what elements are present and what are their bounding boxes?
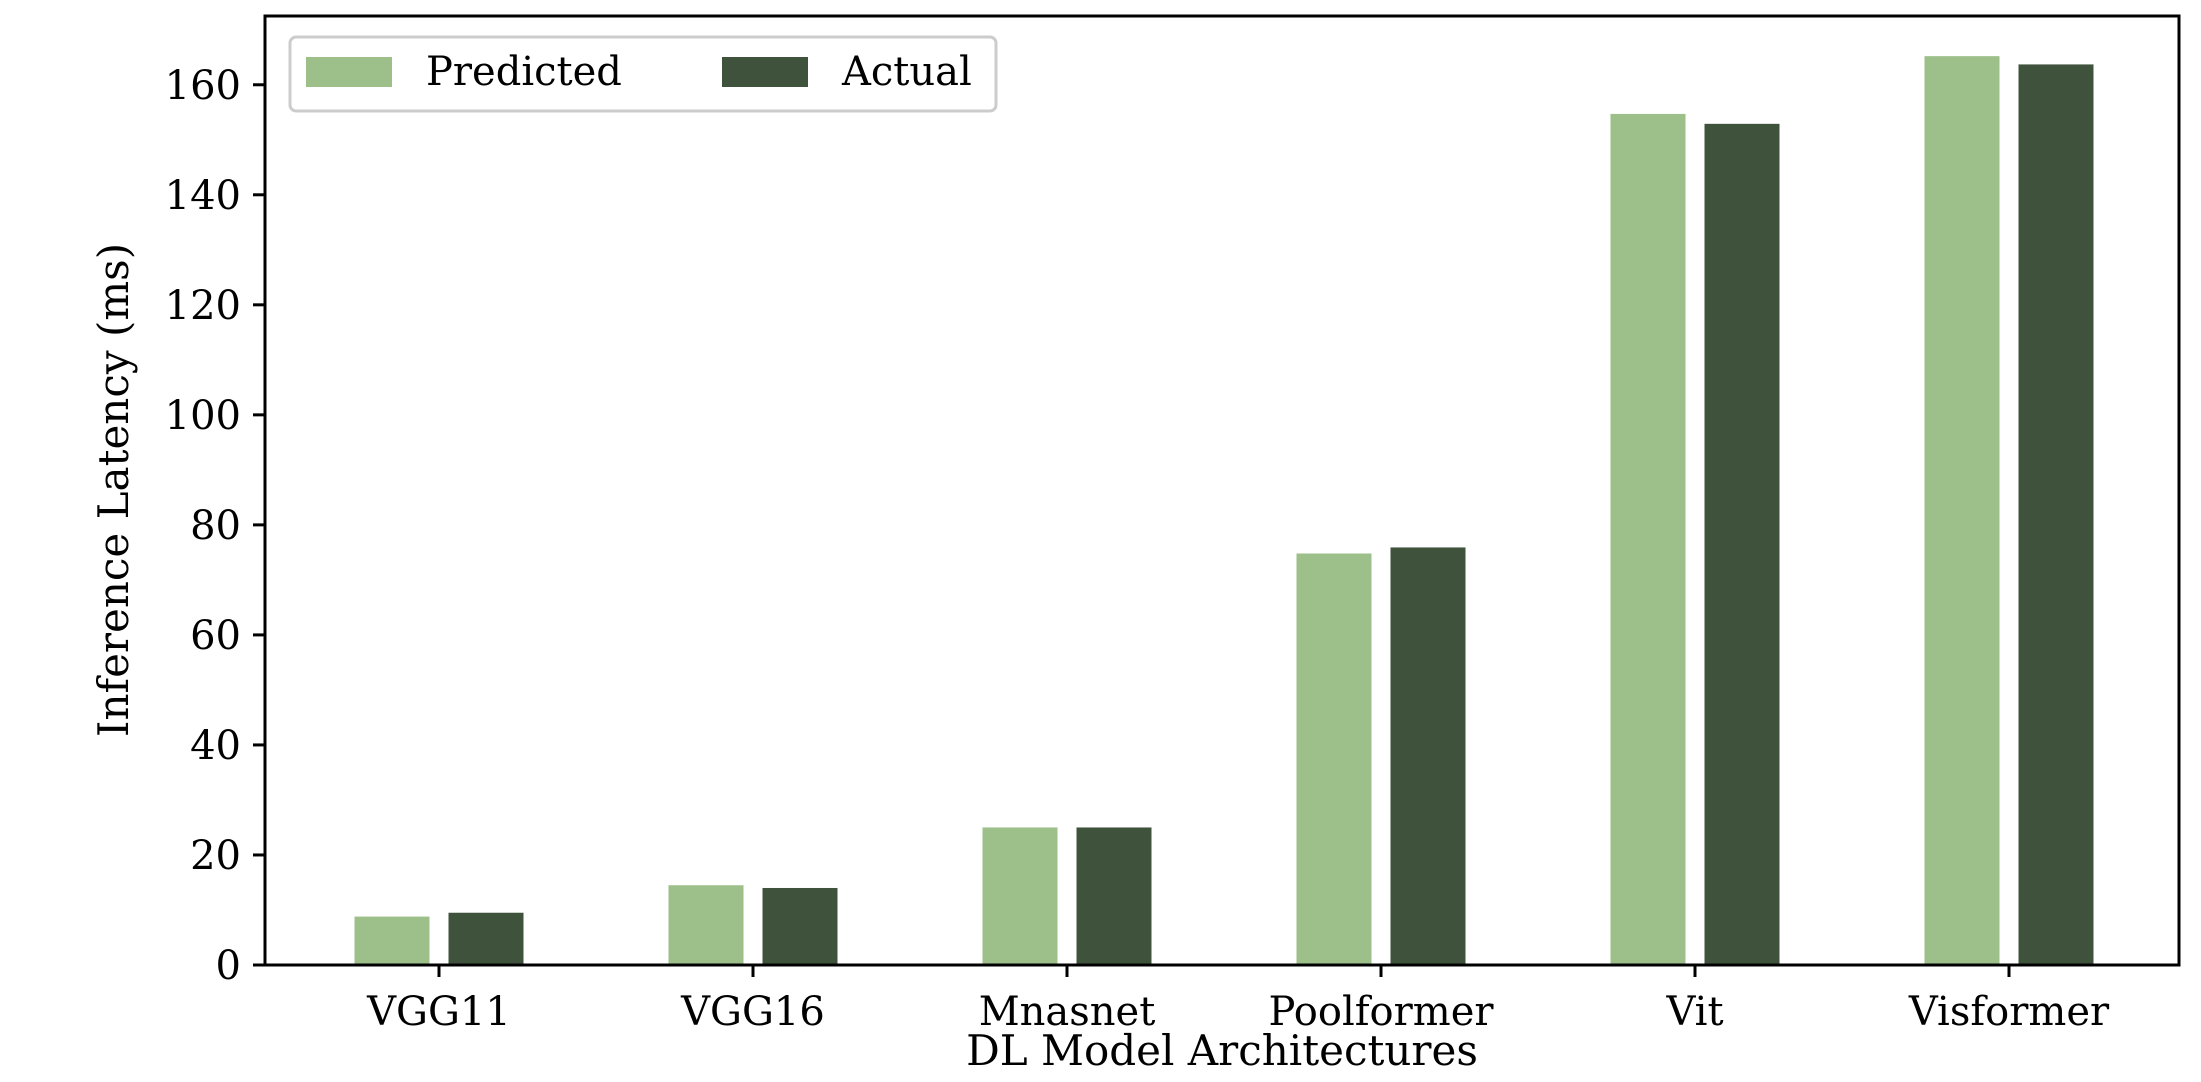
bar-predicted-poolformer xyxy=(1296,553,1372,965)
y-tick-label: 140 xyxy=(165,173,241,219)
x-axis-label: DL Model Architectures xyxy=(966,1026,1478,1075)
y-tick-label: 120 xyxy=(165,283,241,329)
x-tick-label: VGG11 xyxy=(366,989,511,1035)
bar-actual-vgg11 xyxy=(448,912,524,965)
bar-predicted-vgg16 xyxy=(668,885,744,965)
y-axis-label: Inference Latency (ms) xyxy=(89,243,138,737)
bar-actual-poolformer xyxy=(1390,547,1466,965)
bar-actual-vgg16 xyxy=(762,887,838,965)
x-tick-label: Poolformer xyxy=(1269,989,1495,1035)
x-tick-label: Vit xyxy=(1665,989,1723,1035)
y-tick-label: 160 xyxy=(165,63,241,109)
bar-predicted-mnasnet xyxy=(982,827,1058,965)
bar-predicted-vgg11 xyxy=(354,916,430,965)
x-tick-label: Mnasnet xyxy=(979,989,1156,1035)
legend-box xyxy=(288,35,998,113)
x-tick-label: Visformer xyxy=(1908,989,2110,1035)
y-tick-label: 80 xyxy=(190,503,241,549)
legend-swatch-predicted xyxy=(306,57,392,87)
legend-label-actual: Actual xyxy=(841,49,972,95)
bar-actual-mnasnet xyxy=(1076,827,1152,965)
legend: Predicted Actual xyxy=(288,35,998,113)
y-tick-label: 60 xyxy=(190,613,241,659)
bar-actual-visformer xyxy=(2018,64,2094,966)
x-tick-label: VGG16 xyxy=(680,989,825,1035)
bar-actual-vit xyxy=(1704,123,1780,965)
bars-layer xyxy=(354,56,2094,966)
y-axis: 0 20 40 60 80 100 120 140 160 xyxy=(165,63,265,989)
bar-predicted-visformer xyxy=(1924,56,2000,965)
y-tick-label: 100 xyxy=(165,393,241,439)
plot-frame xyxy=(263,14,2181,967)
y-tick-label: 0 xyxy=(216,943,241,989)
x-axis: VGG11 VGG16 Mnasnet Poolformer Vit Visformer xyxy=(366,965,2110,1035)
bar-predicted-vit xyxy=(1610,113,1686,966)
legend-swatch-actual xyxy=(722,57,808,87)
legend-label-predicted: Predicted xyxy=(426,49,622,95)
y-tick-label: 20 xyxy=(190,833,241,879)
y-tick-label: 40 xyxy=(190,723,241,769)
